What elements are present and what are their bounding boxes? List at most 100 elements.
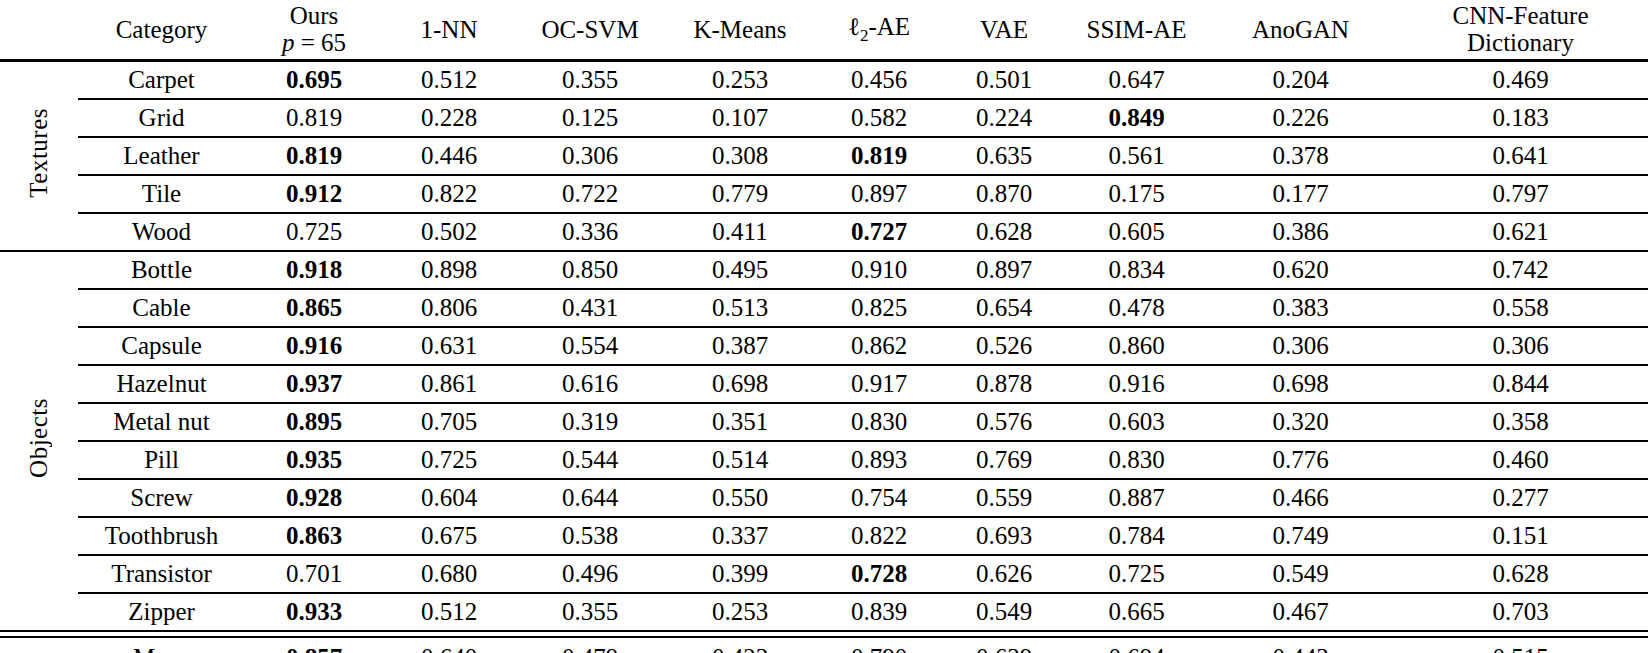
value-cell: 0.819 <box>245 99 383 137</box>
value-cell: 0.628 <box>943 213 1065 251</box>
value-cell: 0.336 <box>515 213 665 251</box>
value-cell: 0.705 <box>383 403 515 441</box>
value-cell: 0.870 <box>943 175 1065 213</box>
table-row: Screw0.9280.6040.6440.5500.7540.5590.887… <box>0 479 1648 517</box>
value-cell: 0.467 <box>1208 593 1393 631</box>
value-cell: 0.107 <box>665 99 815 137</box>
value-cell: 0.228 <box>383 99 515 137</box>
value-cell: 0.887 <box>1065 479 1208 517</box>
value-cell: 0.935 <box>245 441 383 479</box>
value-cell: 0.822 <box>815 517 943 555</box>
value-cell: 0.469 <box>1393 61 1648 100</box>
value-cell: 0.862 <box>815 327 943 365</box>
value-cell: 0.647 <box>1065 61 1208 100</box>
value-cell: 0.512 <box>383 61 515 100</box>
value-cell: 0.698 <box>665 365 815 403</box>
value-cell: 0.654 <box>943 289 1065 327</box>
table-row: Metal nut0.8950.7050.3190.3510.8300.5760… <box>0 403 1648 441</box>
value-cell: 0.917 <box>815 365 943 403</box>
value-cell: 0.703 <box>1393 593 1648 631</box>
value-cell: 0.742 <box>1393 251 1648 289</box>
value-cell: 0.861 <box>383 365 515 403</box>
value-cell: 0.411 <box>665 213 815 251</box>
value-cell: 0.639 <box>943 637 1065 653</box>
value-cell: 0.431 <box>515 289 665 327</box>
value-cell: 0.693 <box>943 517 1065 555</box>
value-cell: 0.253 <box>665 593 815 631</box>
category-cell: Carpet <box>78 61 245 100</box>
value-cell: 0.620 <box>1208 251 1393 289</box>
value-cell: 0.640 <box>383 637 515 653</box>
value-cell: 0.893 <box>815 441 943 479</box>
value-cell: 0.399 <box>665 555 815 593</box>
value-cell: 0.839 <box>815 593 943 631</box>
value-cell: 0.776 <box>1208 441 1393 479</box>
value-cell: 0.383 <box>1208 289 1393 327</box>
value-cell: 0.928 <box>245 479 383 517</box>
header-ours-p65: Ours p = 65 <box>245 0 383 61</box>
category-cell: Metal nut <box>78 403 245 441</box>
value-cell: 0.460 <box>1393 441 1648 479</box>
value-cell: 0.277 <box>1393 479 1648 517</box>
header-cnn-line1: CNN-Feature <box>1393 2 1648 30</box>
category-cell: Tile <box>78 175 245 213</box>
group-cell-textures: Textures <box>0 61 78 252</box>
value-cell: 0.151 <box>1393 517 1648 555</box>
value-cell: 0.878 <box>943 365 1065 403</box>
value-cell: 0.605 <box>1065 213 1208 251</box>
value-cell: 0.378 <box>1208 137 1393 175</box>
value-cell: 0.790 <box>815 637 943 653</box>
group-label-textures: Textures <box>25 108 53 198</box>
value-cell: 0.306 <box>1208 327 1393 365</box>
value-cell: 0.561 <box>1065 137 1208 175</box>
value-cell: 0.502 <box>383 213 515 251</box>
value-cell: 0.183 <box>1393 99 1648 137</box>
value-cell: 0.559 <box>943 479 1065 517</box>
header-l2-ae: ℓ2-AE <box>815 0 943 61</box>
value-cell: 0.665 <box>1065 593 1208 631</box>
table-row: Grid0.8190.2280.1250.1070.5820.2240.8490… <box>0 99 1648 137</box>
value-cell: 0.337 <box>665 517 815 555</box>
value-cell: 0.933 <box>245 593 383 631</box>
value-cell: 0.443 <box>1208 637 1393 653</box>
value-cell: 0.355 <box>515 593 665 631</box>
table-header: Category Ours p = 65 1-NN OC-SVM K-Means… <box>0 0 1648 61</box>
table-row: ObjectsBottle0.9180.8980.8500.4950.9100.… <box>0 251 1648 289</box>
table-row: TexturesCarpet0.6950.5120.3550.2530.4560… <box>0 61 1648 100</box>
value-cell: 0.937 <box>245 365 383 403</box>
value-cell: 0.641 <box>1393 137 1648 175</box>
value-cell: 0.819 <box>245 137 383 175</box>
value-cell: 0.387 <box>665 327 815 365</box>
value-cell: 0.550 <box>665 479 815 517</box>
category-cell: Bottle <box>78 251 245 289</box>
category-cell: Capsule <box>78 327 245 365</box>
value-cell: 0.644 <box>515 479 665 517</box>
value-cell: 0.725 <box>245 213 383 251</box>
value-cell: 0.514 <box>665 441 815 479</box>
value-cell: 0.125 <box>515 99 665 137</box>
value-cell: 0.897 <box>815 175 943 213</box>
table-row: Leather0.8190.4460.3060.3080.8190.6350.5… <box>0 137 1648 175</box>
value-cell: 0.725 <box>1065 555 1208 593</box>
value-cell: 0.694 <box>1065 637 1208 653</box>
value-cell: 0.819 <box>815 137 943 175</box>
value-cell: 0.895 <box>245 403 383 441</box>
value-cell: 0.558 <box>1393 289 1648 327</box>
header-vae: VAE <box>943 0 1065 61</box>
value-cell: 0.544 <box>515 441 665 479</box>
value-cell: 0.680 <box>383 555 515 593</box>
table-row: Pill0.9350.7250.5440.5140.8930.7690.8300… <box>0 441 1648 479</box>
header-group-spacer <box>0 0 78 61</box>
value-cell: 0.319 <box>515 403 665 441</box>
value-cell: 0.628 <box>1393 555 1648 593</box>
value-cell: 0.576 <box>943 403 1065 441</box>
mean-row: Mean0.8570.6400.4790.4230.7900.6390.6940… <box>0 637 1648 653</box>
mean-group-spacer <box>0 637 78 653</box>
value-cell: 0.912 <box>245 175 383 213</box>
value-cell: 0.863 <box>245 517 383 555</box>
value-cell: 0.224 <box>943 99 1065 137</box>
value-cell: 0.308 <box>665 137 815 175</box>
value-cell: 0.604 <box>383 479 515 517</box>
header-ours-line2: p = 65 <box>245 29 383 57</box>
value-cell: 0.825 <box>815 289 943 327</box>
